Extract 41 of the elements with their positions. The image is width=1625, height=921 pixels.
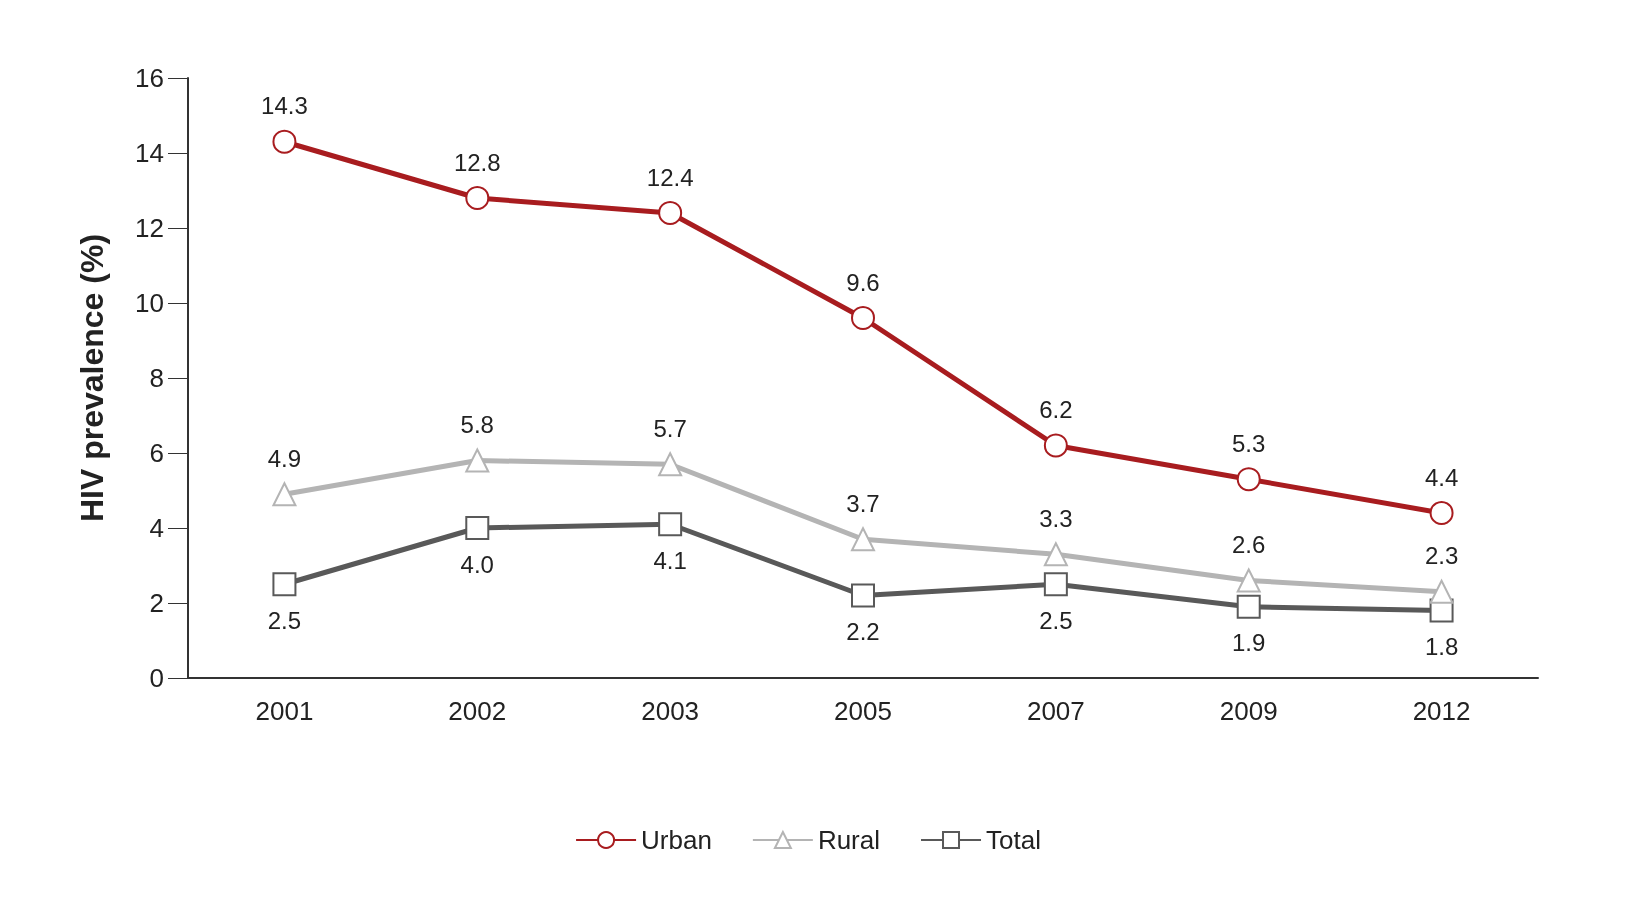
data-label: 2.2 (846, 618, 880, 645)
y-tick-label: 8 (149, 363, 164, 393)
data-label: 5.7 (653, 414, 687, 442)
y-tick-label: 4 (149, 513, 164, 543)
y-tick-label: 6 (149, 438, 164, 468)
data-label: 6.2 (1039, 396, 1073, 423)
data-label: 2.5 (1039, 606, 1073, 634)
legend-label: Rural (817, 825, 881, 855)
y-tick-label: 0 (149, 663, 164, 693)
data-label: 14.3 (261, 92, 308, 120)
data-label: 12.4 (646, 163, 694, 191)
x-tick-label: 2001 (255, 696, 314, 726)
data-label: 2.5 (267, 606, 302, 634)
x-tick-label: 2009 (1219, 696, 1278, 726)
legend-label: Total (986, 825, 1041, 855)
data-label: 4.9 (267, 444, 302, 472)
data-label: 3.3 (1039, 504, 1073, 532)
x-tick-label: 2007 (1026, 696, 1085, 726)
y-tick-label: 2 (149, 588, 164, 618)
x-tick-label: 2005 (834, 696, 892, 726)
x-tick-label: 2003 (641, 696, 700, 726)
x-tick-label: 2012 (1412, 696, 1471, 726)
data-label: 4.4 (1424, 463, 1459, 491)
data-label: 5.3 (1232, 429, 1266, 457)
data-label: 3.7 (846, 489, 880, 517)
legend-label: Urban (641, 825, 712, 855)
data-label: 2.3 (1424, 542, 1459, 570)
y-tick-label: 10 (135, 288, 164, 318)
y-axis-title: HIV prevalence (%) (74, 233, 110, 523)
y-tick-label: 12 (135, 213, 164, 243)
data-label: 4.0 (460, 550, 494, 578)
data-label: 5.8 (460, 411, 494, 438)
data-label: 12.8 (453, 148, 501, 176)
y-tick-label: 16 (135, 63, 164, 93)
x-tick-label: 2002 (448, 696, 507, 726)
y-tick-label: 14 (135, 138, 164, 168)
data-label: 9.6 (846, 268, 880, 296)
data-label: 1.9 (1232, 629, 1266, 657)
data-label: 2.6 (1232, 531, 1266, 558)
data-label: 4.1 (653, 546, 687, 574)
data-label: 1.8 (1424, 633, 1459, 660)
